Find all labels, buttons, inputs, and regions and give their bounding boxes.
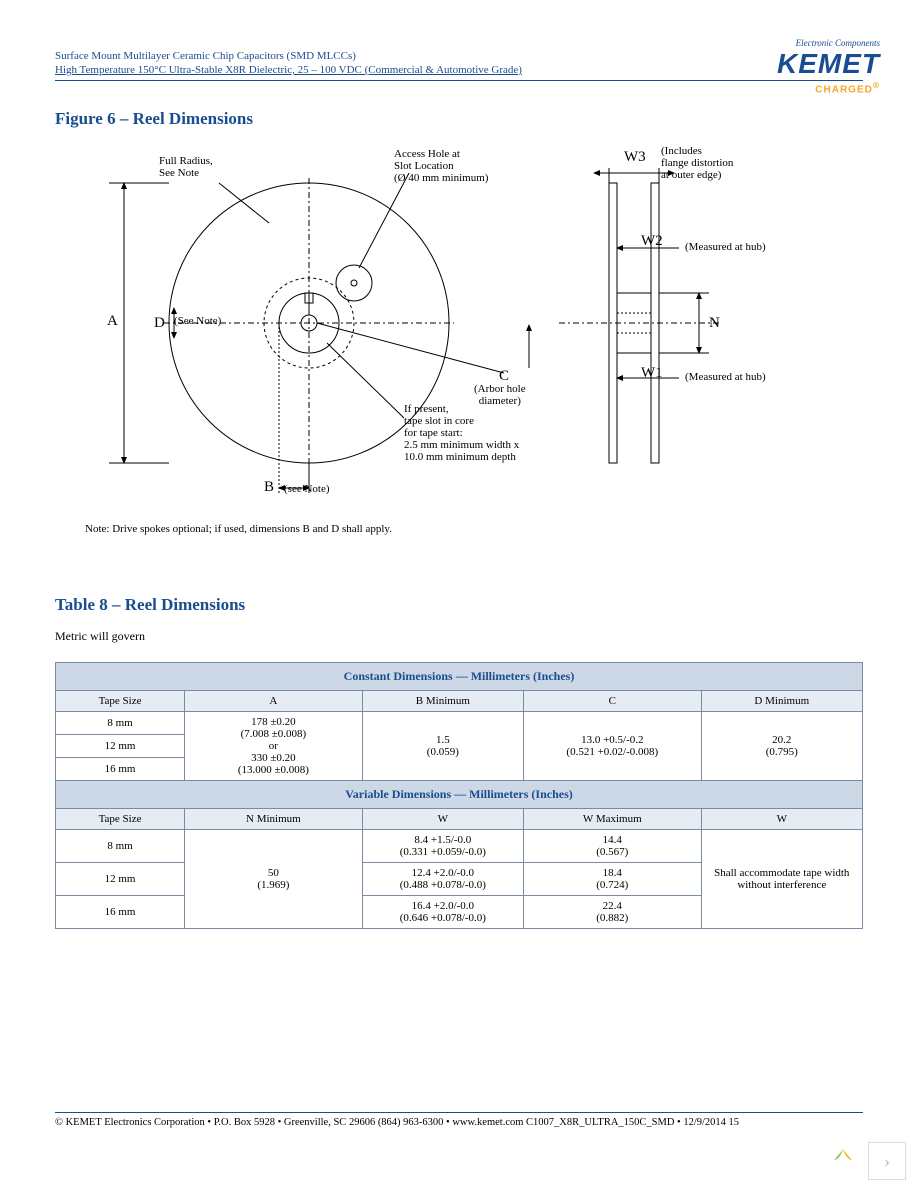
table-title: Table 8 – Reel Dimensions bbox=[55, 595, 863, 615]
col-Wmax: W Maximum bbox=[524, 809, 702, 830]
col-Wnote: W bbox=[701, 809, 862, 830]
dim-B: B bbox=[264, 479, 274, 496]
cell-A: 178 ±0.20 (7.008 ±0.008) or 330 ±0.20 (1… bbox=[185, 712, 363, 781]
header-line2: High Temperature 150°C Ultra-Stable X8R … bbox=[55, 64, 863, 76]
table-row: 8 mm 178 ±0.20 (7.008 ±0.008) or 330 ±0.… bbox=[56, 712, 863, 735]
footer-rule bbox=[55, 1112, 863, 1113]
next-page-button[interactable]: › bbox=[868, 1142, 906, 1180]
dim-D: D bbox=[154, 315, 165, 332]
figure-note: Note: Drive spokes optional; if used, di… bbox=[85, 523, 863, 535]
reel-diagram: A D (See Note) B (see Note) C (Arbor hol… bbox=[69, 143, 849, 513]
reel-dimensions-table: Constant Dimensions — Millimeters (Inche… bbox=[55, 662, 863, 929]
full-radius-label: Full Radius, See Note bbox=[159, 155, 213, 179]
logo-tagline: Electronic Components bbox=[777, 38, 880, 48]
dim-W1: W1 bbox=[641, 365, 663, 382]
cell-C: 13.0 +0.5/-0.2 (0.521 +0.02/-0.008) bbox=[524, 712, 702, 781]
table-band-variable: Variable Dimensions — Millimeters (Inche… bbox=[56, 781, 863, 809]
dim-W3: W3 bbox=[624, 149, 646, 166]
header-rule bbox=[55, 80, 863, 81]
dim-D-note: (See Note) bbox=[174, 315, 221, 327]
access-hole-label: Access Hole at Slot Location (Ø 40 mm mi… bbox=[394, 148, 488, 184]
logo-name: KEMET bbox=[777, 48, 880, 80]
w3-note: (Includes flange distortion at outer edg… bbox=[661, 145, 733, 181]
cell-Dmin: 20.2 (0.795) bbox=[701, 712, 862, 781]
doc-header: Surface Mount Multilayer Ceramic Chip Ca… bbox=[55, 50, 863, 81]
col-tape-size2: Tape Size bbox=[56, 809, 185, 830]
cell-Nmin: 50 (1.969) bbox=[185, 830, 363, 929]
col-Bmin: B Minimum bbox=[362, 691, 523, 712]
logo-sub: CHARGED® bbox=[777, 80, 880, 95]
footer-text: © KEMET Electronics Corporation • P.O. B… bbox=[55, 1117, 863, 1128]
header-line1: Surface Mount Multilayer Ceramic Chip Ca… bbox=[55, 50, 863, 62]
col-Nmin: N Minimum bbox=[185, 809, 363, 830]
page-footer: © KEMET Electronics Corporation • P.O. B… bbox=[55, 1112, 863, 1128]
col-A: A bbox=[185, 691, 363, 712]
col-Dmin: D Minimum bbox=[701, 691, 862, 712]
cell-Wnote: Shall accommodate tape width without int… bbox=[701, 830, 862, 929]
table-band-constant: Constant Dimensions — Millimeters (Inche… bbox=[56, 663, 863, 691]
w1-note: (Measured at hub) bbox=[685, 371, 766, 383]
figure-title: Figure 6 – Reel Dimensions bbox=[55, 109, 863, 129]
pager-logo-icon bbox=[824, 1142, 862, 1180]
dim-A: A bbox=[107, 313, 118, 330]
cell-Bmin: 1.5 (0.059) bbox=[362, 712, 523, 781]
dim-W2: W2 bbox=[641, 233, 663, 250]
brand-logo: Electronic Components KEMET CHARGED® bbox=[777, 38, 880, 95]
chevron-right-icon: › bbox=[884, 1151, 890, 1172]
table-subtitle: Metric will govern bbox=[55, 629, 863, 644]
col-C: C bbox=[524, 691, 702, 712]
pager: › bbox=[824, 1142, 906, 1180]
col-W: W bbox=[362, 809, 523, 830]
w2-note: (Measured at hub) bbox=[685, 241, 766, 253]
dim-N: N bbox=[709, 315, 720, 332]
table-row: 8 mm 50 (1.969) 8.4 +1.5/-0.0 (0.331 +0.… bbox=[56, 830, 863, 863]
col-tape-size: Tape Size bbox=[56, 691, 185, 712]
tape-slot-label: If present, tape slot in core for tape s… bbox=[404, 403, 519, 463]
dim-B-note: (see Note) bbox=[284, 483, 330, 495]
